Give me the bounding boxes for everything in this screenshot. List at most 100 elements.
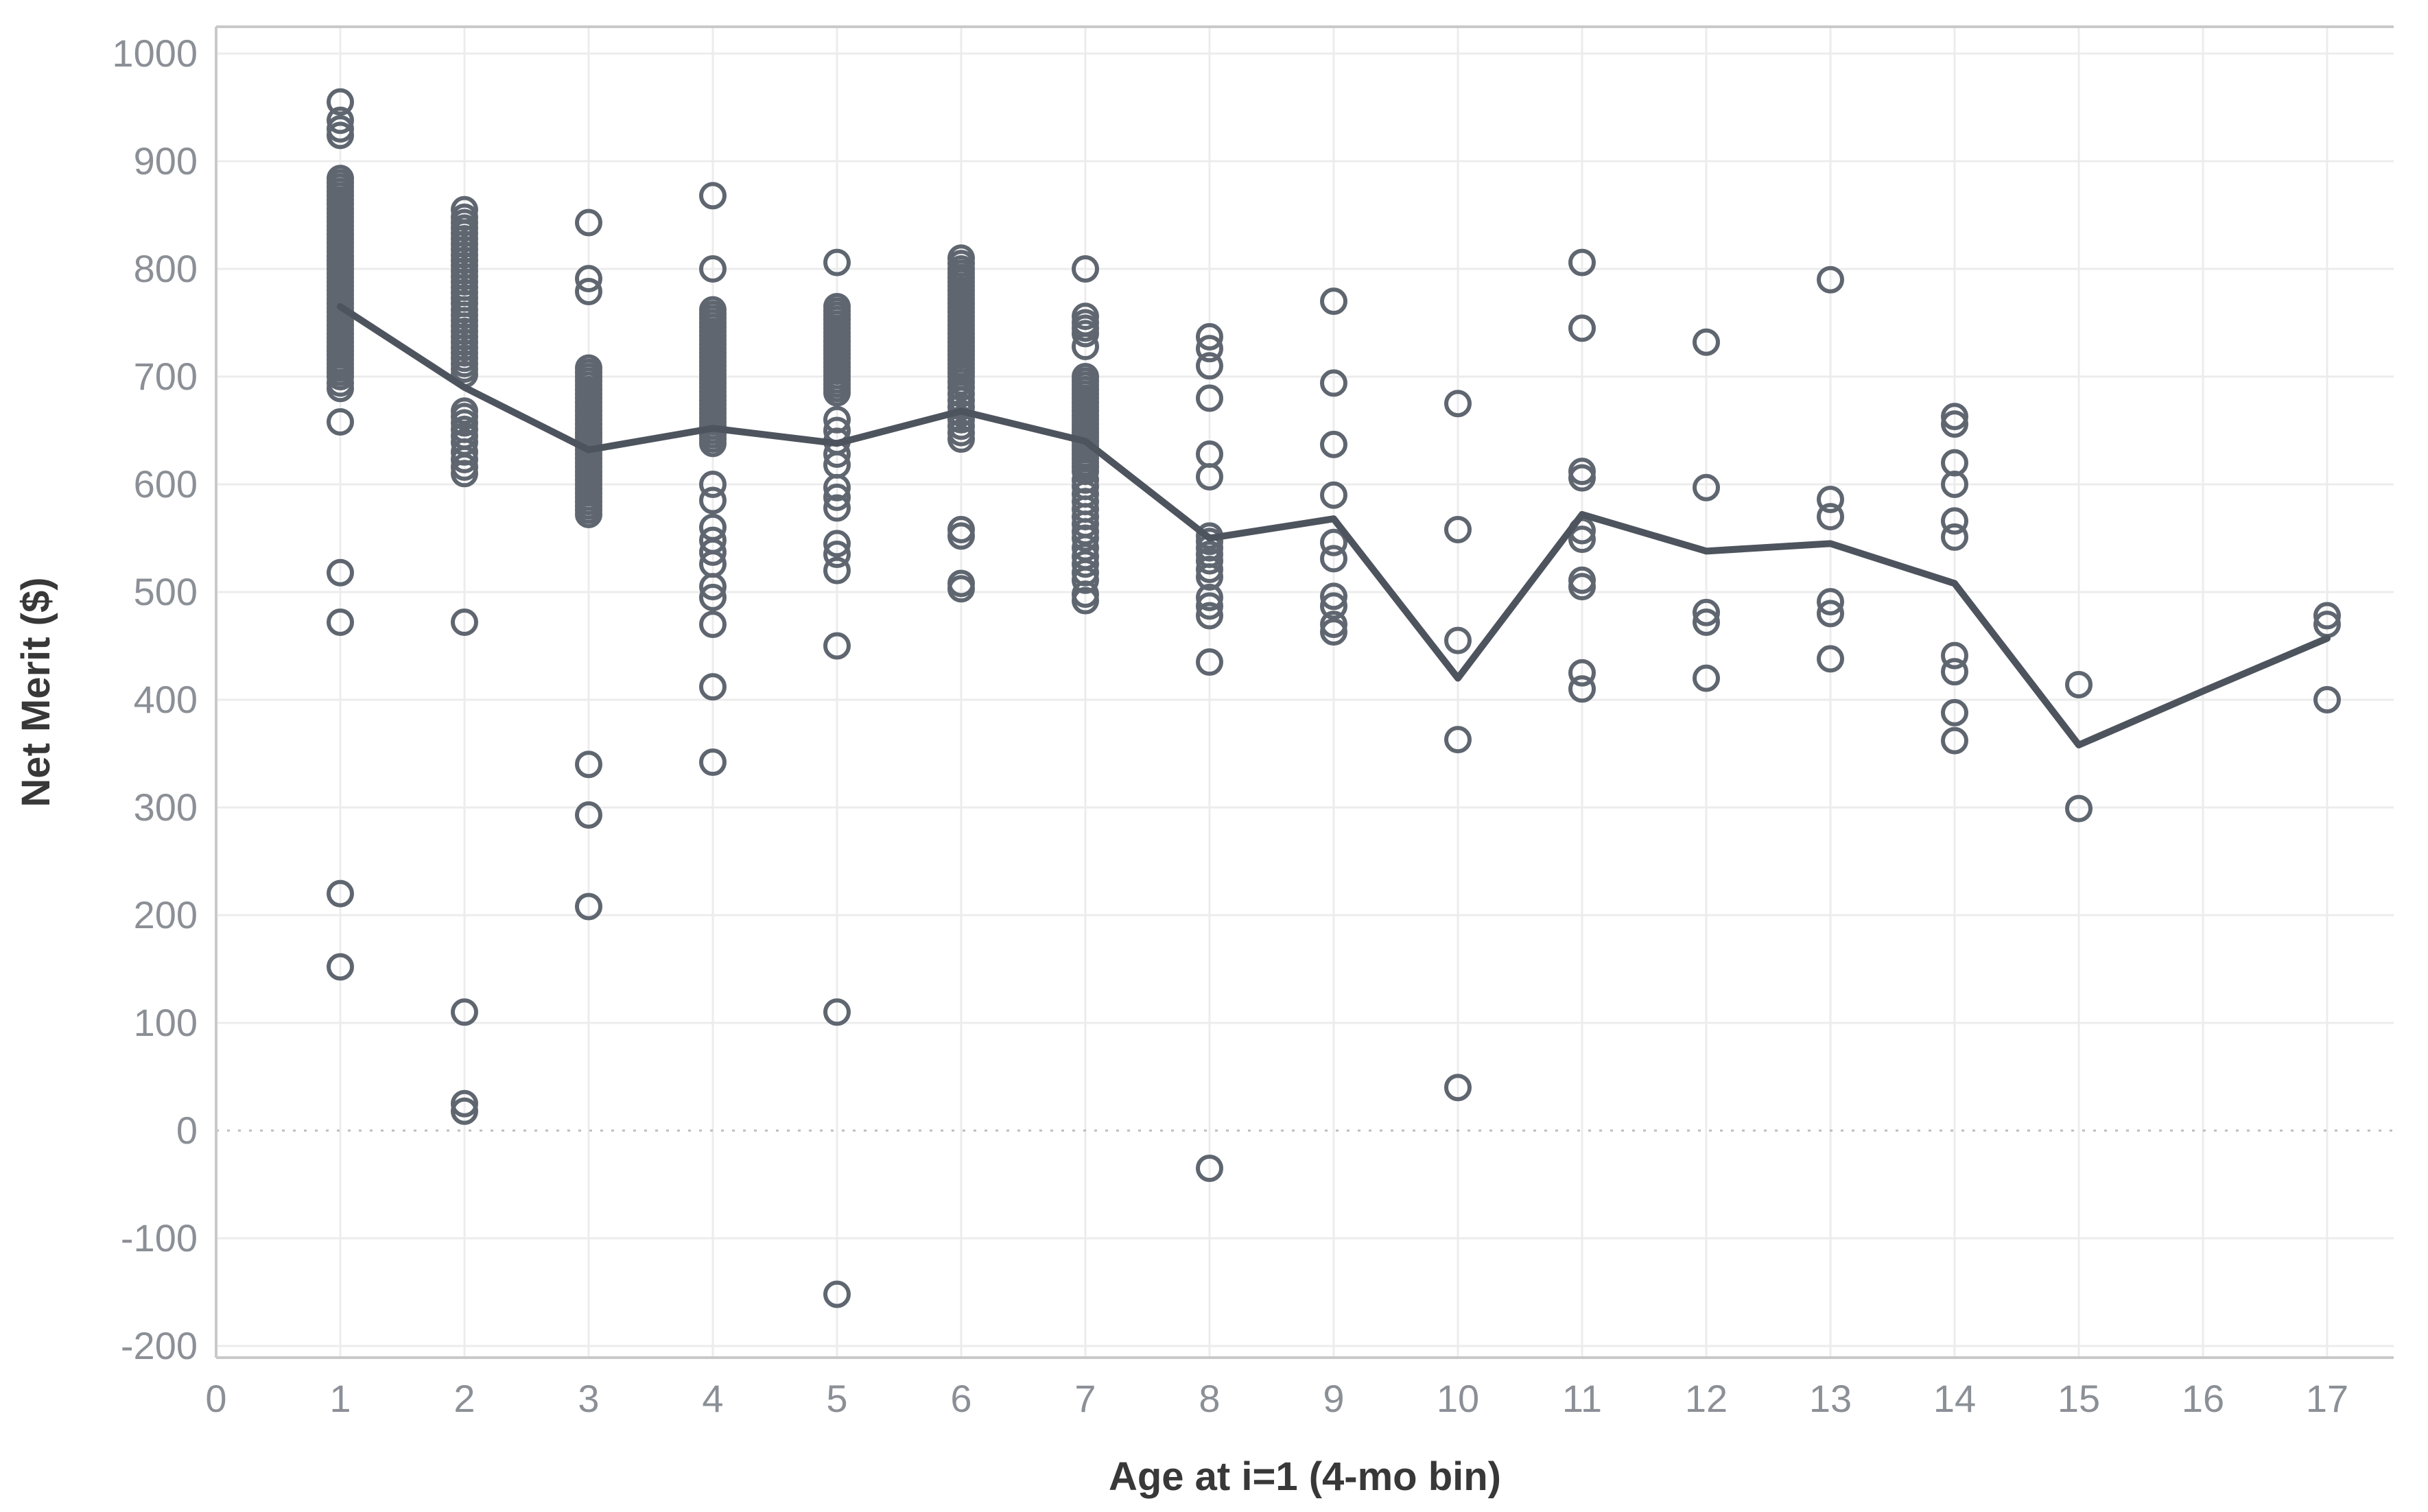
scatter-point[interactable] [947,425,975,453]
scatter-point[interactable] [327,608,354,636]
scatter-point[interactable] [1941,523,1968,551]
scatter-point[interactable] [575,801,602,829]
scatter-point[interactable] [1444,726,1472,754]
scatter-point[interactable] [1196,463,1223,491]
scatter-point[interactable] [1941,727,1968,755]
scatter-point[interactable] [1320,430,1347,458]
scatter-point[interactable] [1568,248,1596,276]
scatter-point[interactable] [1072,587,1099,615]
scatter-point[interactable] [1320,611,1347,639]
scatter-point[interactable] [1320,369,1347,397]
scatter-point[interactable] [1196,563,1223,591]
scatter-point[interactable] [823,632,851,660]
scatter-point[interactable] [1320,545,1347,573]
scatter-point[interactable] [1196,352,1223,380]
scatter-point[interactable] [327,879,354,908]
scatter-point[interactable] [327,88,354,116]
scatter-point[interactable] [1693,328,1720,356]
scatter-point[interactable] [1196,583,1223,611]
scatter-point[interactable] [1072,550,1099,578]
scatter-point[interactable] [2065,671,2093,699]
scatter-point[interactable] [2065,794,2093,823]
scatter-point[interactable] [1196,335,1223,363]
scatter-point[interactable] [451,460,478,488]
scatter-point[interactable] [1320,582,1347,611]
scatter-point[interactable] [1320,618,1347,646]
scatter-point[interactable] [1196,602,1223,630]
scatter-point[interactable] [823,494,851,522]
scatter-point[interactable] [1444,626,1472,654]
scatter-point[interactable] [1941,410,1968,438]
scatter-point[interactable] [327,106,354,134]
scatter-point[interactable] [1693,608,1720,636]
scatter-point[interactable] [575,500,602,528]
scatter-point[interactable] [699,182,727,210]
scatter-point[interactable] [2313,602,2341,630]
scatter-point[interactable] [823,1280,851,1308]
scatter-point[interactable] [1444,515,1472,543]
scatter-point[interactable] [1568,573,1596,601]
scatter-point[interactable] [1817,588,1844,616]
scatter-point[interactable] [2313,686,2341,713]
scatter-point[interactable] [823,998,851,1026]
scatter-point[interactable] [575,893,602,921]
scatter-point[interactable] [823,541,851,569]
scatter-point[interactable] [327,407,354,436]
scatter-point[interactable] [823,473,851,501]
scatter-point[interactable] [1320,481,1347,509]
scatter-point[interactable] [1320,287,1347,316]
scatter-point[interactable] [1941,698,1968,727]
scatter-point[interactable] [1817,503,1844,531]
scatter-point[interactable] [1196,322,1223,351]
scatter-point[interactable] [575,751,602,779]
scatter-point[interactable] [1941,471,1968,498]
scatter-point[interactable] [1693,473,1720,501]
scatter-point[interactable] [699,471,727,498]
scatter-point[interactable] [1072,255,1099,283]
scatter-point[interactable] [699,673,727,701]
scatter-point[interactable] [575,209,602,237]
scatter-point[interactable] [327,121,354,150]
scatter-point[interactable] [823,483,851,511]
scatter-point[interactable] [1568,314,1596,342]
scatter-point[interactable] [1196,592,1223,620]
scatter-point[interactable] [1444,390,1472,418]
scatter-point[interactable] [823,248,851,276]
scatter-point[interactable] [1196,556,1223,584]
scatter-point[interactable] [1568,525,1596,554]
scatter-point[interactable] [823,379,851,407]
scatter-point[interactable] [1568,659,1596,687]
scatter-point[interactable] [699,255,727,283]
scatter-point[interactable] [327,953,354,981]
scatter-point[interactable] [1196,547,1223,575]
scatter-point[interactable] [451,608,478,636]
scatter-point[interactable] [1941,403,1968,431]
scatter-point[interactable] [1817,485,1844,513]
scatter-point[interactable] [451,998,478,1026]
scatter-point[interactable] [327,558,354,587]
scatter-point[interactable] [1072,524,1099,552]
scatter-point[interactable] [699,611,727,639]
scatter-point[interactable] [1072,333,1099,361]
scatter-point[interactable] [1817,265,1844,294]
scatter-point[interactable] [1941,641,1968,670]
scatter-point[interactable] [327,375,354,403]
scatter-point[interactable] [1568,675,1596,703]
scatter-point[interactable] [1444,1074,1472,1102]
scatter-point[interactable] [451,1097,478,1125]
scatter-point[interactable] [947,575,975,603]
scatter-point[interactable] [823,530,851,558]
scatter-point[interactable] [947,522,975,550]
scatter-point[interactable] [1693,664,1720,692]
scatter-point[interactable] [1072,320,1099,348]
scatter-point[interactable] [1817,645,1844,673]
scatter-point[interactable] [699,486,727,515]
scatter-point[interactable] [699,748,727,777]
scatter-point[interactable] [1072,566,1099,594]
scatter-point[interactable] [1320,592,1347,620]
scatter-point[interactable] [823,556,851,584]
scatter-point[interactable] [451,1089,478,1118]
scatter-point[interactable] [1817,600,1844,628]
scatter-point[interactable] [699,573,727,601]
scatter-point[interactable] [1568,464,1596,492]
